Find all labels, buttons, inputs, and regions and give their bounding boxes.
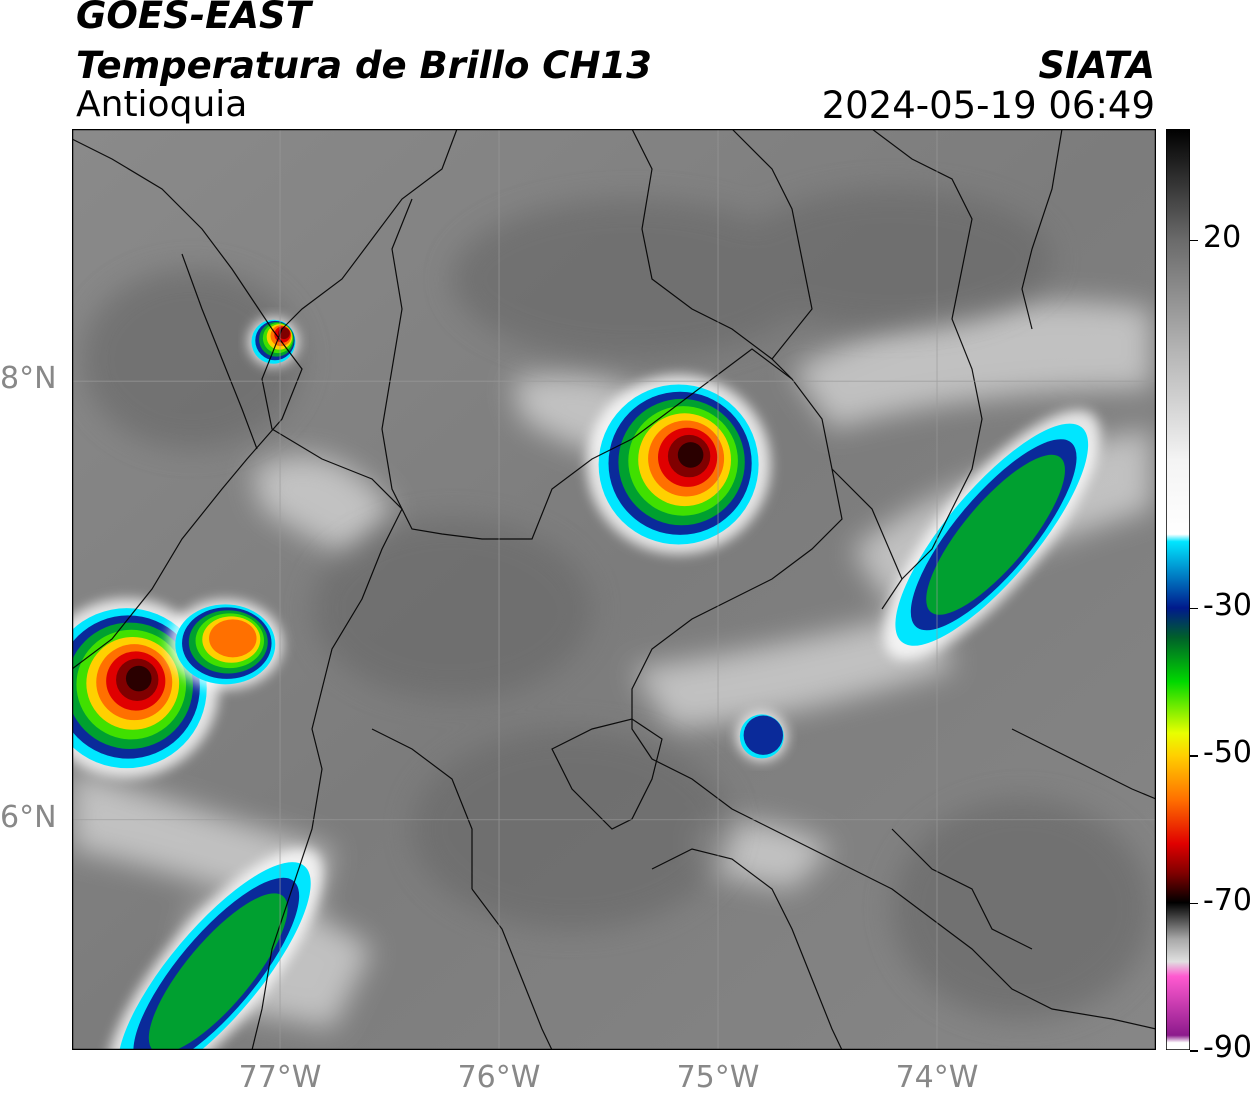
boundary-lines [72,129,1156,1050]
colorbar [1166,129,1190,1050]
storm-cell-1 [248,317,299,367]
colorbar-tickmark-3 [1190,902,1198,905]
storm-cell-0 [586,374,771,555]
title-line-1: GOES-EAST [76,0,311,37]
lon-label-1: 76°W [457,1060,541,1095]
lon-label-2: 75°W [676,1060,760,1095]
lat-label-1: 6°N [0,799,57,835]
organization-label: SIATA [1038,44,1155,87]
timestamp-label: 2024-05-19 06:49 [821,84,1155,127]
colorbar-tickmark-1 [1190,607,1198,610]
colorbar-tick-4: -90 [1203,1030,1252,1065]
colorbar-tickmark-2 [1190,755,1198,757]
satellite-map [72,129,1156,1050]
storm-cell-4 [883,410,1101,660]
gridlines [72,129,1156,1050]
dark-patches [82,189,1152,1019]
lon-label-3: 74°W [895,1060,979,1095]
storm-cell-3 [167,599,283,690]
colorbar-tickmark-4 [1190,1050,1198,1052]
region-label: Antioquia [76,84,248,125]
storm-cells [72,317,1101,1050]
colorbar-tick-2: -50 [1203,735,1252,771]
lat-label-0: 8°N [0,361,57,397]
colorbar-tick-3: -70 [1203,882,1252,918]
title-line-2: Temperatura de Brillo CH13 [76,44,652,87]
storm-cell-5 [106,848,323,1050]
colorbar-tick-0: 20 [1203,219,1242,255]
colorbar-tickmark-0 [1190,239,1198,242]
storm-cell-6 [736,711,788,762]
lon-label-0: 77°W [238,1060,322,1095]
colorbar-tick-1: -30 [1203,587,1252,623]
